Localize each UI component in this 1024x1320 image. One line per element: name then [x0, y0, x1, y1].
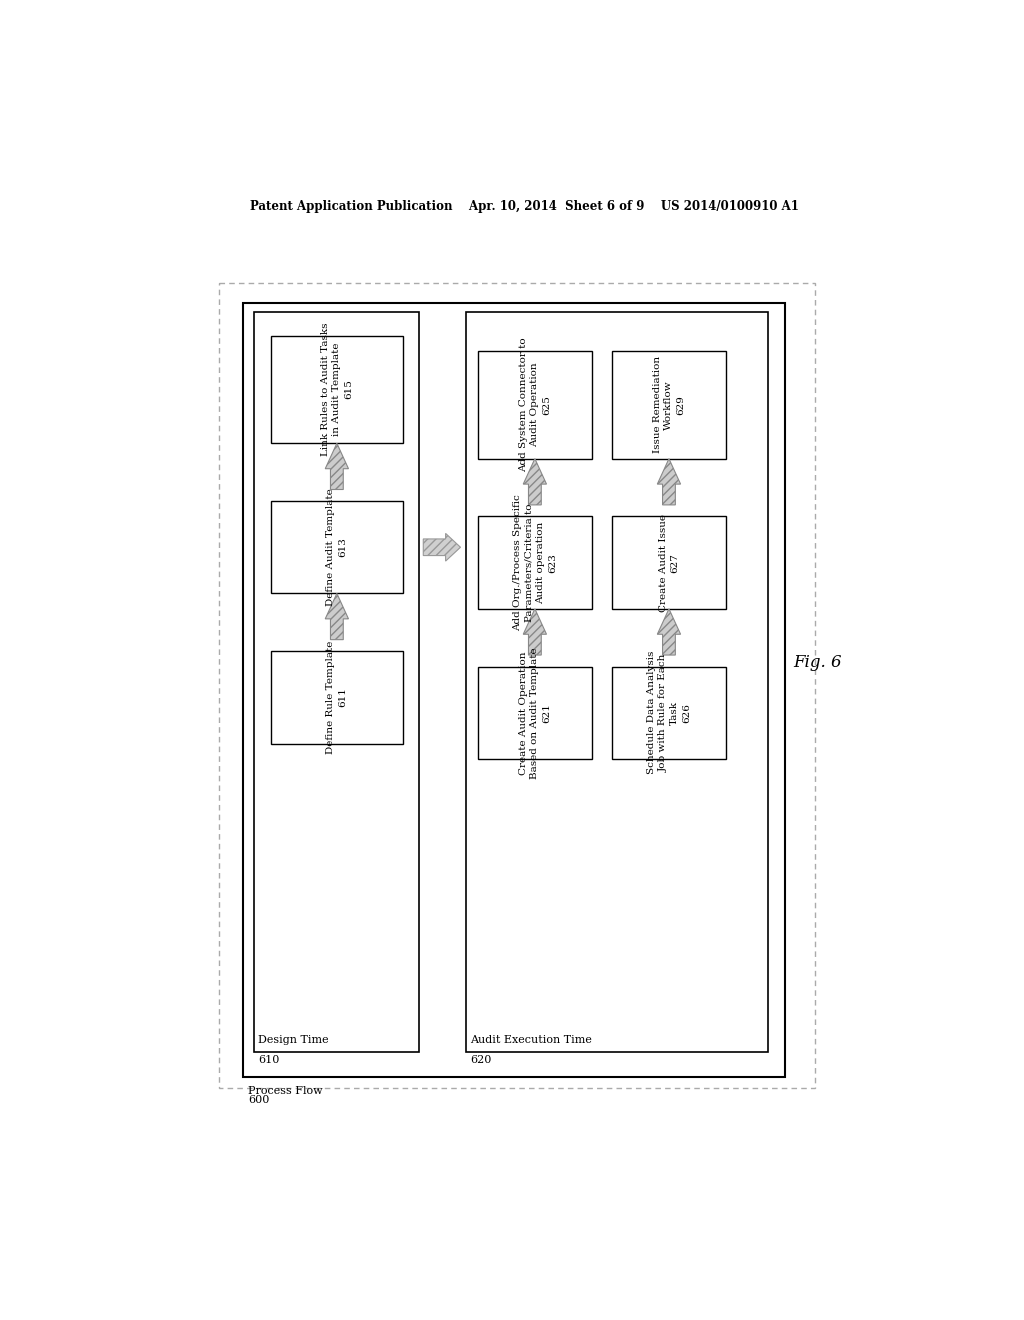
Bar	[271, 502, 402, 594]
Polygon shape	[326, 444, 348, 490]
Bar	[466, 313, 768, 1052]
Bar	[611, 351, 726, 459]
Bar	[611, 667, 726, 759]
Text: Link Rules to Audit Tasks
in Audit Template
615: Link Rules to Audit Tasks in Audit Templ…	[321, 322, 353, 457]
Text: 610: 610	[258, 1056, 280, 1065]
Bar	[219, 284, 815, 1088]
Text: Define Audit Template
613: Define Audit Template 613	[327, 488, 347, 606]
Bar	[611, 516, 726, 609]
Text: Schedule Data Analysis
Job with Rule for Each
Task
626: Schedule Data Analysis Job with Rule for…	[647, 651, 691, 775]
Polygon shape	[423, 533, 461, 561]
Text: Add Org./Process Specific
Parameters/Criteria to
Audit operation
623: Add Org./Process Specific Parameters/Cri…	[513, 494, 557, 631]
Text: Process Flow: Process Flow	[248, 1086, 323, 1096]
Bar	[477, 667, 592, 759]
Polygon shape	[523, 609, 547, 655]
Bar	[477, 351, 592, 459]
Text: Design Time: Design Time	[258, 1035, 329, 1045]
Bar	[271, 335, 402, 444]
Text: Issue Remediation
Workflow
629: Issue Remediation Workflow 629	[652, 356, 685, 453]
Text: Define Rule Template
611: Define Rule Template 611	[327, 640, 347, 754]
Text: Fig. 6: Fig. 6	[794, 655, 842, 672]
Polygon shape	[523, 459, 547, 506]
Bar	[271, 651, 402, 743]
Bar	[477, 516, 592, 609]
Polygon shape	[326, 594, 348, 640]
Text: 620: 620	[470, 1056, 492, 1065]
Bar	[254, 313, 420, 1052]
Polygon shape	[657, 609, 681, 655]
Text: Patent Application Publication    Apr. 10, 2014  Sheet 6 of 9    US 2014/0100910: Patent Application Publication Apr. 10, …	[250, 199, 800, 213]
Polygon shape	[657, 459, 681, 506]
Text: Create Audit Operation
Based on Audit Template
621: Create Audit Operation Based on Audit Te…	[518, 647, 551, 779]
Bar	[243, 304, 785, 1077]
Text: Create Audit Issue
627: Create Audit Issue 627	[658, 513, 679, 611]
Text: 600: 600	[248, 1096, 269, 1105]
Text: Add System Connector to
Audit Operation
625: Add System Connector to Audit Operation …	[518, 338, 551, 473]
Text: Audit Execution Time: Audit Execution Time	[470, 1035, 592, 1045]
